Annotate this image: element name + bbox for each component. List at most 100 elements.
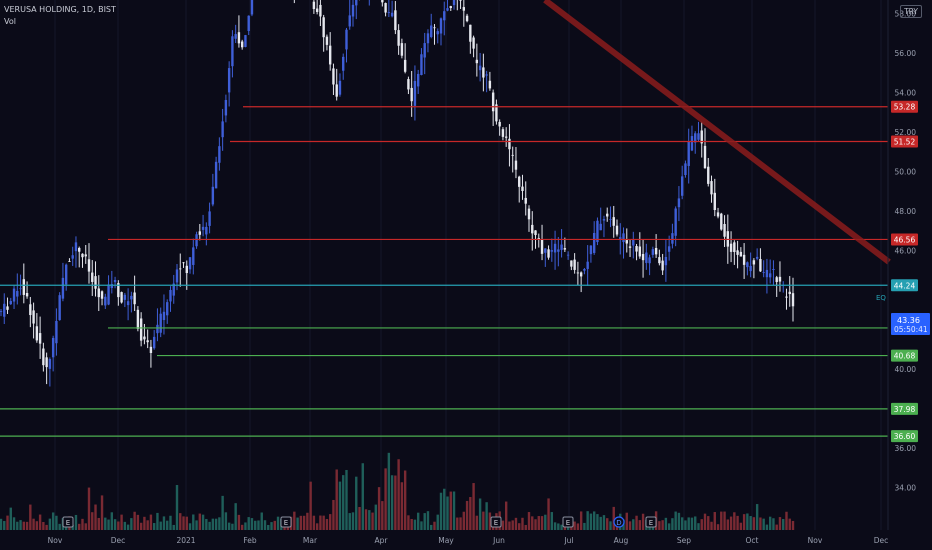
volume-bar (240, 524, 244, 530)
volume-bar (729, 516, 733, 530)
eq-label: EQ (876, 294, 886, 302)
candle-body (531, 224, 534, 234)
chart-header: VERUSA HOLDING, 1D, BIST Vol (4, 4, 116, 28)
candle-body (540, 239, 544, 254)
volume-bar (6, 515, 9, 530)
volume-bar (71, 524, 74, 530)
candle-body (231, 36, 234, 67)
candle-body (619, 237, 622, 240)
volume-bar (449, 491, 452, 530)
volume-bar (198, 513, 202, 530)
event-marker[interactable]: E (645, 516, 657, 528)
volume-indicator-label[interactable]: Vol (4, 17, 16, 26)
volume-bar (465, 500, 469, 530)
candle-body (446, 8, 449, 11)
volume-bar (263, 520, 267, 530)
volume-bar (403, 470, 407, 530)
candle-body (423, 43, 426, 58)
volume-bar (139, 522, 143, 530)
candle-body (110, 284, 114, 289)
candle-body (472, 37, 475, 49)
candle-body (775, 277, 778, 283)
volume-bar (746, 513, 749, 530)
volume-bar (736, 515, 739, 530)
volume-bar (270, 522, 273, 530)
candle-body (576, 272, 580, 274)
volume-bar (136, 514, 140, 530)
volume-bar (143, 516, 146, 530)
volume-bar (355, 476, 358, 530)
volume-bar (342, 475, 345, 530)
volume-bar (126, 524, 130, 530)
candle-body (156, 324, 159, 334)
candle-body (22, 279, 26, 295)
candle-body (16, 290, 19, 297)
volume-bar (104, 517, 107, 530)
volume-bar (267, 524, 270, 530)
candle-body (133, 292, 136, 305)
volume-bar (446, 496, 449, 530)
candle-body (485, 74, 488, 76)
candle-body (381, 0, 384, 3)
volume-bar (667, 523, 671, 530)
candle-body (687, 141, 690, 166)
vertical-gridlines (54, 0, 882, 530)
candle-body (433, 27, 436, 29)
event-marker[interactable]: E (280, 516, 292, 528)
candle-body (592, 232, 596, 253)
currency-badge[interactable]: TRY (900, 5, 922, 18)
event-marker-label: E (284, 519, 288, 527)
candle-body (599, 223, 602, 231)
candle-body (632, 239, 635, 246)
candle-body (759, 258, 762, 272)
volume-bar (713, 512, 716, 530)
candle-body (710, 181, 713, 195)
volume-bar (293, 511, 296, 530)
volume-bar (188, 523, 192, 530)
volume-bar (302, 515, 306, 530)
volume-bar (152, 523, 156, 530)
volume-bar (32, 518, 35, 530)
candle-body (104, 296, 107, 306)
symbol-title[interactable]: VERUSA HOLDING, 1D, BIST (4, 5, 116, 14)
candle-body (237, 32, 241, 44)
event-marker[interactable]: E (490, 516, 502, 528)
time-tick-label: Nov (808, 536, 823, 545)
level-badge-bg (891, 135, 918, 148)
candle-body (674, 208, 677, 236)
candle-body (622, 233, 625, 243)
volume-bar (752, 517, 756, 530)
event-marker[interactable]: D (613, 516, 625, 528)
candle-body (322, 17, 325, 38)
volume-bar (664, 517, 668, 530)
volume-bar (306, 512, 309, 530)
candle-body (348, 15, 351, 27)
candle-body (736, 250, 739, 255)
volume-bar (534, 519, 537, 530)
candle-body (625, 240, 628, 244)
candle-body (430, 25, 433, 37)
event-marker[interactable]: E (562, 516, 574, 528)
volume-bar (443, 488, 446, 530)
candle-body (785, 296, 788, 298)
candle-body (342, 56, 345, 71)
volume-bar (185, 516, 188, 530)
candle-body (772, 268, 775, 270)
candle-body (126, 301, 130, 306)
volume-bar (504, 501, 508, 530)
volume-bar (690, 517, 694, 530)
volume-bar (606, 518, 609, 530)
event-marker[interactable]: E (62, 516, 74, 528)
volume-bar (638, 520, 642, 530)
volume-bar (547, 498, 550, 530)
candle-body (29, 304, 32, 316)
volume-bar (788, 518, 791, 530)
candle-body (390, 12, 394, 17)
candle-body (397, 30, 400, 46)
candle-body (113, 279, 117, 283)
volume-bar (602, 515, 606, 530)
volume-bar (328, 514, 332, 530)
volume-bar (518, 523, 521, 530)
